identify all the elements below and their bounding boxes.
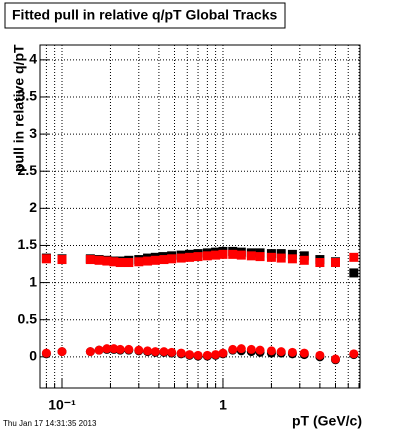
marker — [349, 349, 359, 359]
marker — [57, 255, 67, 265]
marker — [246, 344, 256, 354]
title-box — [4, 2, 286, 29]
marker — [185, 350, 195, 360]
marker — [246, 251, 256, 261]
marker — [176, 348, 186, 358]
marker — [349, 268, 359, 278]
y-tick-label: 0 — [29, 348, 37, 364]
marker — [134, 257, 144, 267]
marker — [143, 256, 153, 266]
marker — [228, 249, 238, 259]
y-tick-label: 4 — [29, 51, 37, 67]
marker — [159, 255, 169, 265]
y-tick-label: 2.5 — [18, 162, 38, 178]
marker — [276, 253, 286, 263]
marker — [185, 252, 195, 262]
y-tick-label: 1 — [29, 273, 37, 289]
marker — [150, 255, 160, 265]
marker — [41, 348, 51, 358]
y-axis-label: pull in relative q/pT — [11, 44, 27, 172]
marker — [211, 250, 221, 260]
marker — [255, 252, 265, 262]
marker — [85, 347, 95, 357]
marker — [218, 249, 228, 259]
marker — [202, 251, 212, 261]
marker — [124, 344, 134, 354]
marker — [94, 345, 104, 355]
y-tick-label: 1.5 — [18, 236, 38, 252]
marker — [315, 258, 325, 268]
x-axis-label: pT (GeV/c) — [292, 413, 362, 429]
marker — [211, 350, 221, 360]
marker — [266, 346, 276, 356]
x-tick-label: 1 — [219, 397, 227, 413]
chart-title: Fitted pull in relative q/pT Global Trac… — [12, 7, 277, 23]
marker — [299, 348, 309, 358]
timestamp: Thu Jan 17 14:31:35 2013 — [3, 419, 97, 428]
marker — [330, 354, 340, 364]
marker — [57, 347, 67, 357]
marker — [167, 254, 177, 264]
marker — [349, 252, 359, 262]
marker — [193, 252, 203, 262]
marker — [236, 250, 246, 260]
marker — [315, 350, 325, 360]
marker — [218, 348, 228, 358]
marker — [102, 344, 112, 354]
marker — [102, 256, 112, 266]
marker — [255, 345, 265, 355]
y-tick-label: 2 — [29, 199, 37, 215]
marker — [287, 347, 297, 357]
marker — [276, 347, 286, 357]
marker — [85, 255, 95, 265]
y-tick-label: 3 — [29, 125, 37, 141]
marker — [94, 255, 104, 265]
marker — [193, 350, 203, 360]
marker — [167, 347, 177, 357]
marker — [159, 347, 169, 357]
y-tick-label: 0.5 — [18, 310, 38, 326]
y-tick-label: 3.5 — [18, 88, 38, 104]
plot-frame — [39, 44, 361, 389]
marker — [176, 253, 186, 263]
marker — [109, 257, 119, 267]
marker — [124, 258, 134, 268]
marker — [236, 344, 246, 354]
marker — [115, 344, 125, 354]
marker — [330, 258, 340, 268]
marker — [299, 255, 309, 265]
marker — [115, 258, 125, 268]
marker — [134, 345, 144, 355]
marker — [41, 254, 51, 264]
marker — [228, 344, 238, 354]
marker — [143, 346, 153, 356]
marker — [202, 350, 212, 360]
marker — [150, 347, 160, 357]
marker — [266, 252, 276, 262]
marker — [287, 254, 297, 264]
x-tick-label: 10⁻¹ — [48, 397, 76, 413]
